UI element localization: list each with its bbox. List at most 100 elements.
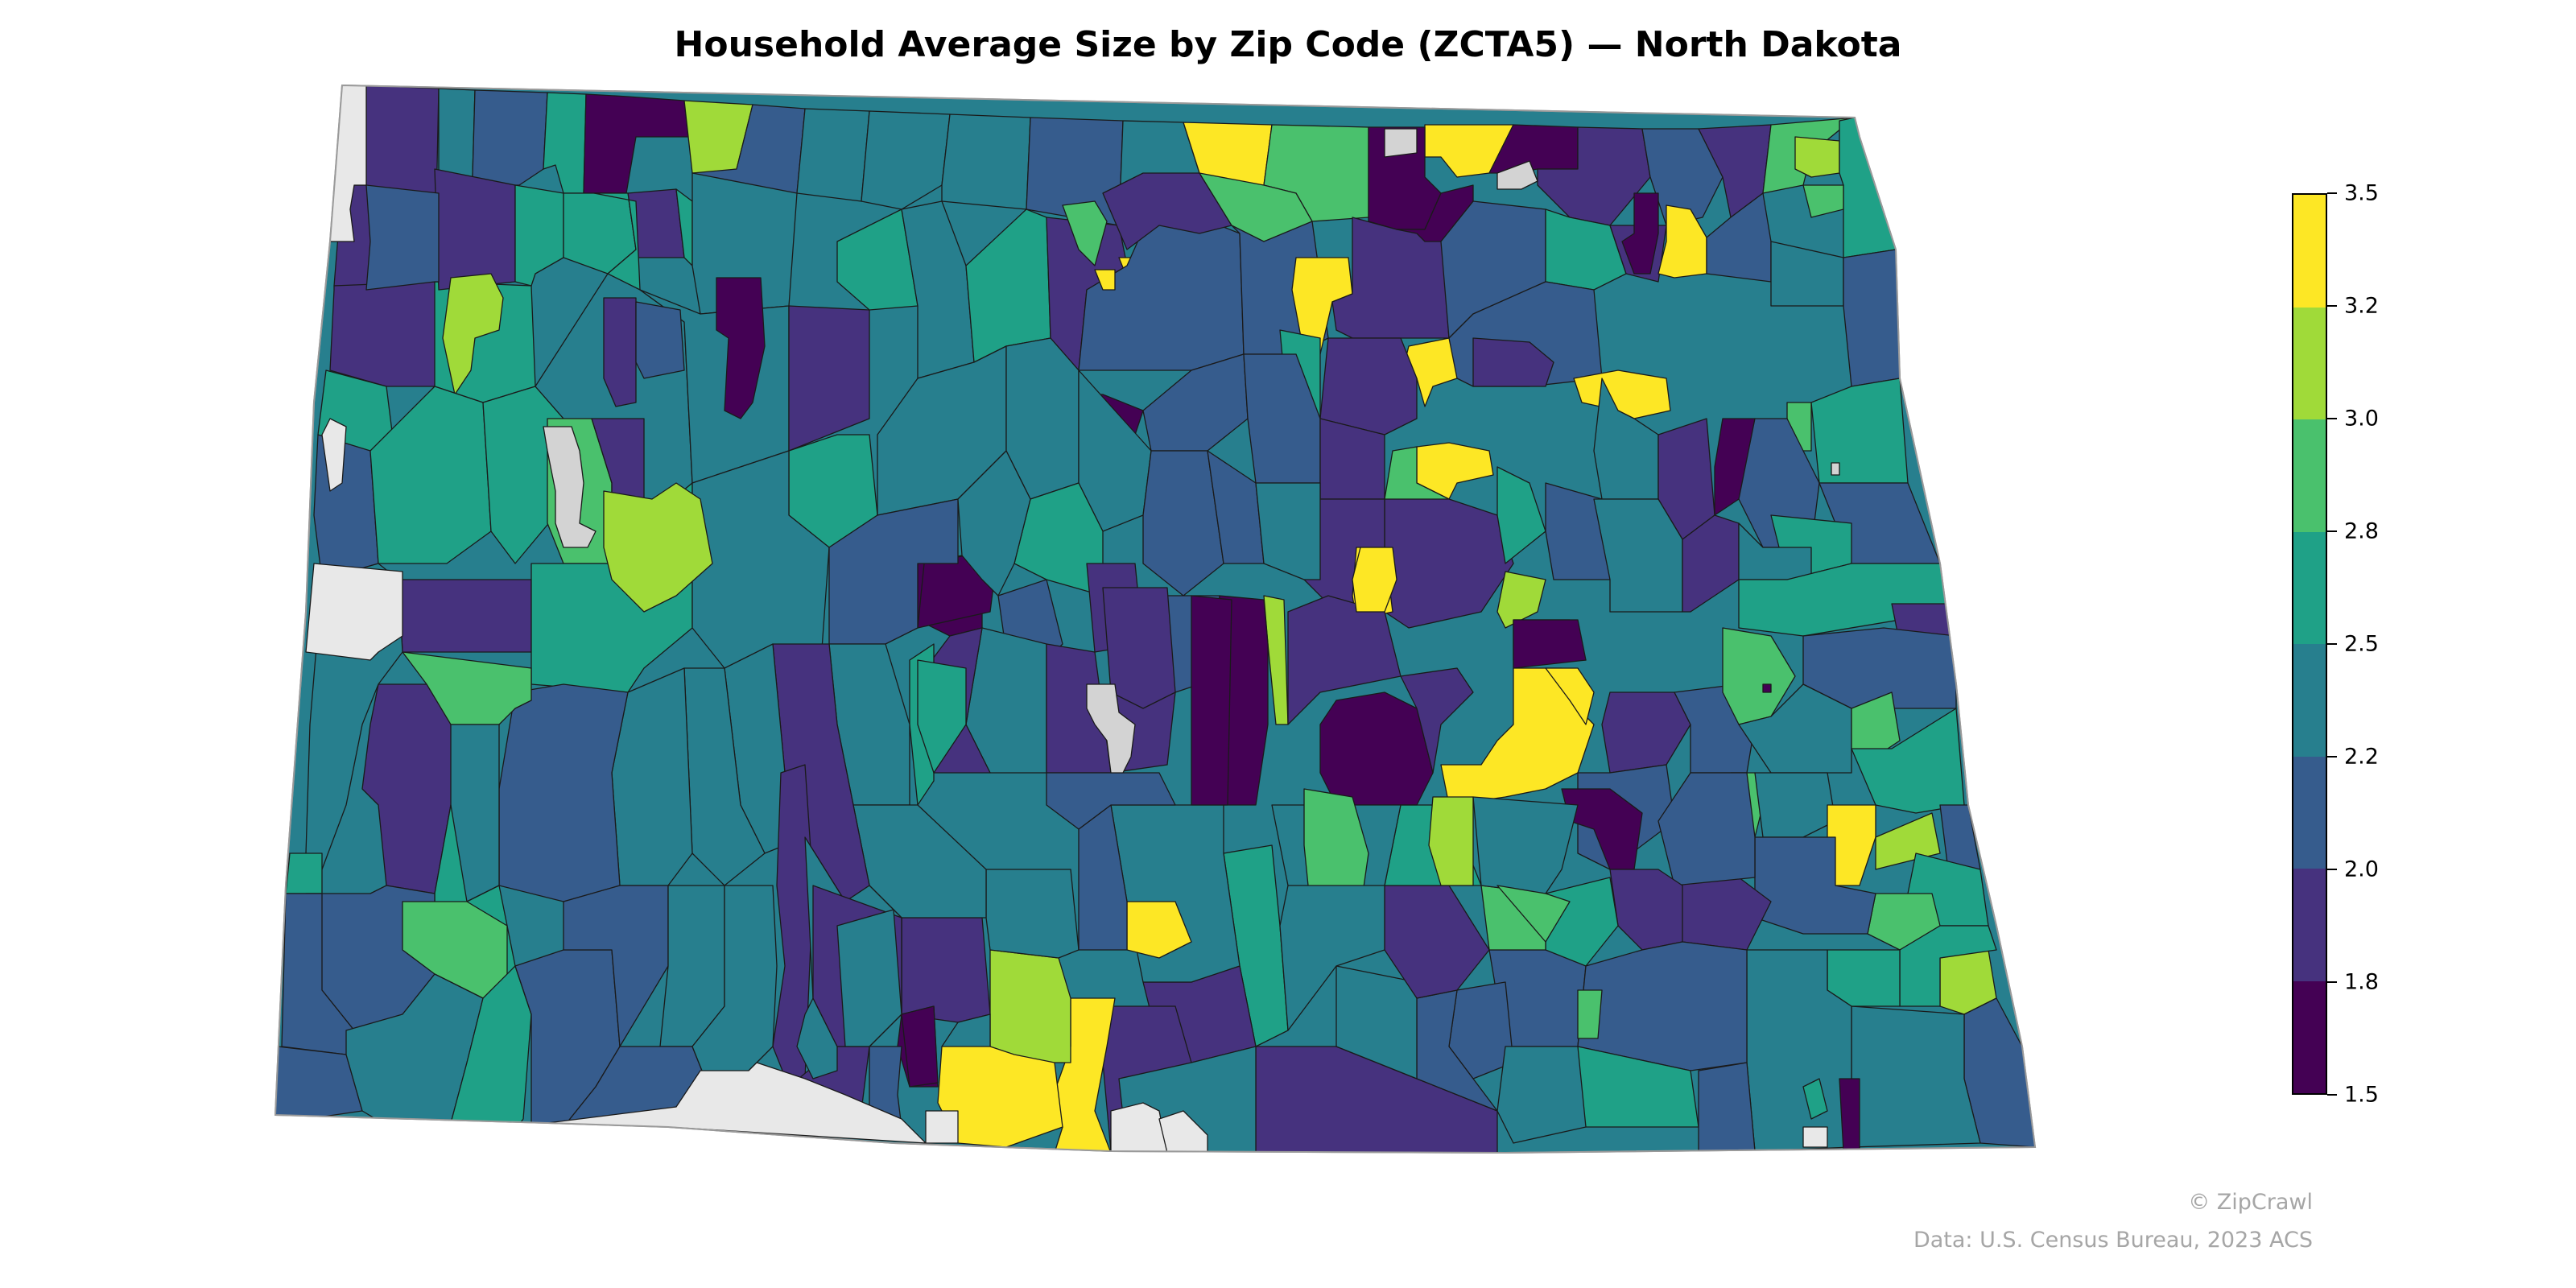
zcta-region (788, 305, 870, 452)
zcta-region (635, 301, 685, 379)
zcta-region (1513, 619, 1587, 669)
colorbar-tick (2327, 756, 2337, 758)
no-data-region (1802, 1126, 1828, 1148)
copyright-text: © ZipCrawl (2188, 1190, 2313, 1215)
zcta-region (1191, 595, 1232, 806)
zcta-region (957, 450, 1031, 597)
zcta-region (1754, 772, 1836, 838)
zcta-region (313, 434, 379, 580)
colorbar-bin (2293, 644, 2326, 757)
zcta-region (1545, 667, 1595, 725)
source-text: Data: U.S. Census Bureau, 2023 ACS (1913, 1228, 2313, 1253)
zcta-region (836, 208, 919, 311)
no-data-region (925, 1110, 959, 1144)
state-border (274, 84, 2037, 1154)
colorbar-tick-label: 1.8 (2344, 969, 2379, 995)
zcta-region (442, 273, 504, 395)
zcta-region (402, 651, 532, 725)
colorbar-bin (2293, 756, 2326, 869)
zcta-region (1046, 772, 1176, 830)
zcta-region (563, 885, 669, 1047)
zcta-region (1577, 989, 1603, 1039)
colorbar-tick (2327, 418, 2337, 419)
zcta-region (1621, 192, 1659, 275)
zcta-region (1335, 965, 1418, 1080)
colorbar (2292, 193, 2327, 1095)
zcta-region (1384, 498, 1514, 629)
zcta-region (1802, 184, 1844, 218)
colorbar-tick-label: 2.5 (2344, 631, 2379, 657)
zcta-region (1657, 772, 1756, 886)
colorbar-bin (2293, 195, 2326, 308)
zcta-region (434, 168, 516, 291)
colorbar-bin (2293, 307, 2326, 419)
zcta-region (691, 450, 830, 669)
zcta-region (1657, 204, 1707, 279)
zcta-region (1738, 522, 1812, 580)
zcta-region (1291, 257, 1353, 355)
zcta-region (1496, 466, 1546, 564)
zcta-region (796, 108, 870, 202)
zcta-region (1102, 587, 1176, 709)
colorbar-tick-label: 2.0 (2344, 857, 2379, 882)
zcta-region (901, 1005, 939, 1088)
zcta-region (1698, 1062, 1756, 1152)
no-data-region (1496, 160, 1538, 190)
zcta-region (1102, 172, 1232, 250)
zcta-region (901, 917, 991, 1023)
zcta-region (836, 909, 902, 1047)
zcta-region (1802, 1078, 1828, 1120)
zcta-region (1573, 369, 1671, 419)
zcta-region (1496, 1046, 1587, 1144)
zcta-region (1319, 337, 1418, 436)
zcta-region (1255, 482, 1321, 580)
no-data-region (543, 426, 597, 548)
zcta-region (941, 1013, 991, 1047)
colorbar-bin (2293, 419, 2326, 532)
no-data-region (321, 418, 347, 492)
no-data-region (305, 563, 403, 661)
zcta-region (498, 683, 629, 902)
zcta-region (1279, 885, 1385, 1031)
colorbar-tick-label: 3.2 (2344, 293, 2379, 319)
colorbar-tick (2327, 305, 2337, 307)
zcta-region (1078, 369, 1152, 532)
zcta-region (917, 555, 995, 629)
colorbar-bin (2293, 869, 2326, 981)
no-data-region (1831, 462, 1840, 476)
zcta-region (1843, 249, 1901, 387)
zcta-region (989, 949, 1071, 1063)
zcta-region (1810, 378, 1909, 484)
zcta-region (1199, 172, 1313, 242)
colorbar-tick (2327, 192, 2337, 194)
zcta-region (1545, 482, 1611, 580)
zcta-region (861, 110, 951, 210)
zcta-region (398, 579, 532, 653)
colorbar-tick (2327, 1094, 2337, 1096)
zcta-region (603, 482, 713, 613)
zcta-region (1770, 241, 1844, 307)
colorbar-tick (2327, 643, 2337, 645)
zcta-region (1062, 200, 1108, 266)
zcta-region (1400, 667, 1474, 774)
colorbar-bin (2293, 531, 2326, 644)
colorbar-bin (2293, 980, 2326, 1093)
no-data-region (1086, 683, 1136, 774)
colorbar-tick (2327, 981, 2337, 983)
colorbar-tick (2327, 530, 2337, 532)
zcta-region (1899, 925, 1997, 1007)
colorbar-tick-label: 2.8 (2344, 518, 2379, 544)
zcta-regions (275, 85, 2035, 1153)
zcta-region (1794, 136, 1840, 178)
zcta-region (1839, 117, 1897, 258)
zcta-region (1094, 269, 1116, 291)
zcta-region (365, 184, 440, 291)
zcta-region (917, 659, 967, 774)
zcta-region (1754, 836, 1876, 935)
zcta-region (1762, 683, 1772, 693)
zcta-region (603, 297, 637, 407)
zcta-region (285, 852, 323, 894)
zcta-region (1851, 1005, 1981, 1148)
zcta-region (1352, 547, 1397, 613)
